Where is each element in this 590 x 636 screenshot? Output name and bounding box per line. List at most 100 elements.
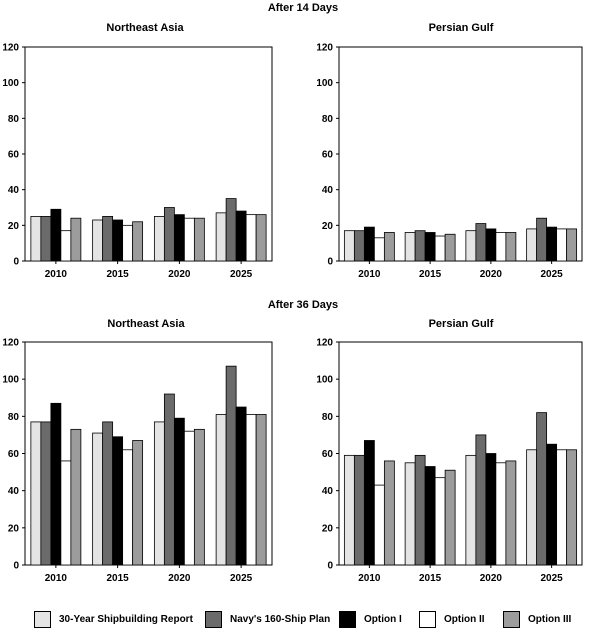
- bar-2020-s4: [183, 217, 195, 262]
- bar-2020-s2: [163, 207, 175, 262]
- bar-2010-s1: [30, 421, 42, 566]
- panel-title-2: Persian Gulf: [429, 22, 494, 34]
- legend-label-option-1: Option I: [364, 613, 402, 625]
- y-tick-label: 100: [2, 375, 19, 386]
- bar-2010-s3: [50, 208, 62, 262]
- legend-swatch-option-3: [503, 610, 520, 628]
- legend-item-option-1: Option I: [339, 610, 419, 628]
- y-tick-label: 60: [322, 150, 334, 161]
- bar-2015-s2: [102, 216, 114, 262]
- y-tick-label: 20: [8, 523, 20, 534]
- x-tick-label: 2010: [358, 573, 381, 584]
- bar-2025-s3: [235, 210, 247, 262]
- bar-2020-s2: [475, 223, 487, 262]
- legend-item-30-year: 30-Year Shipbuilding Report: [34, 610, 205, 628]
- legend-item-option-2: Option II: [419, 610, 503, 628]
- y-tick-label: 0: [327, 257, 333, 268]
- bar-2025-s1: [526, 228, 538, 262]
- x-tick-label: 2010: [45, 573, 68, 584]
- bar-2025-s3: [235, 406, 247, 566]
- bar-2020-s5: [505, 460, 517, 566]
- y-tick-label: 80: [322, 114, 334, 125]
- bar-2025-s2: [225, 365, 237, 566]
- x-tick-label: 2025: [541, 269, 564, 280]
- bar-2020-s1: [465, 454, 477, 566]
- y-tick-label: 0: [13, 257, 19, 268]
- x-tick-label: 2015: [419, 269, 442, 280]
- bar-2015-s3: [112, 436, 124, 566]
- bar-2020-s1: [153, 421, 165, 566]
- legend-label-option-3: Option III: [528, 613, 572, 625]
- y-tick-label: 40: [322, 486, 334, 497]
- y-tick-label: 80: [8, 412, 20, 423]
- x-tick-label: 2020: [480, 269, 503, 280]
- bar-2010-s3: [363, 226, 375, 262]
- bar-2020-s4: [495, 232, 507, 262]
- y-tick-label: 120: [316, 338, 333, 349]
- chart-panel-1: 0 20 40 60 80 100 120 2010 2015 2020 2025: [2, 43, 273, 280]
- bar-2025-s4: [245, 214, 257, 262]
- chart-panel-2: 0 20 40 60 80 100 120 2010 2015 2020 2025: [316, 43, 583, 280]
- y-tick-label: 120: [2, 338, 19, 349]
- bar-2020-s2: [475, 434, 487, 566]
- bar-2025-s2: [225, 198, 237, 262]
- panel-title-1: Northeast Asia: [106, 22, 184, 34]
- bar-2015-s3: [112, 219, 124, 262]
- chart-panel-4: 0 20 40 60 80 100 120 2010 2015 2020 2025: [316, 338, 583, 584]
- bar-2015-s4: [434, 235, 446, 262]
- bar-2025-s3: [546, 443, 558, 566]
- bar-2015-s3: [424, 232, 436, 262]
- legend-swatch-option-2: [419, 610, 436, 628]
- bar-2025-s2: [536, 217, 548, 262]
- bar-2020-s5: [505, 232, 517, 262]
- y-tick-label: 80: [8, 114, 20, 125]
- section-title-14-days: After 14 Days: [268, 2, 338, 14]
- bar-2025-s5: [566, 449, 578, 566]
- bar-2015-s1: [92, 219, 104, 262]
- legend-item-navy-plan: Navy's 160-Ship Plan: [205, 610, 339, 628]
- x-tick-label: 2015: [107, 573, 130, 584]
- y-tick-label: 100: [316, 78, 333, 89]
- bar-2020-s2: [163, 393, 175, 566]
- bar-2015-s5: [444, 469, 456, 566]
- bar-2010-s2: [353, 454, 365, 566]
- bar-2010-s4: [60, 230, 72, 262]
- chart-legend: 30-Year Shipbuilding Report Navy's 160-S…: [34, 608, 571, 630]
- panel-title-3: Northeast Asia: [107, 318, 185, 330]
- y-tick-label: 60: [8, 150, 20, 161]
- bar-2020-s3: [173, 214, 185, 262]
- y-tick-label: 20: [8, 221, 20, 232]
- bar-2025-s2: [536, 412, 548, 566]
- bar-2020-s5: [193, 217, 205, 262]
- y-tick-label: 60: [322, 449, 334, 460]
- bar-2025-s5: [255, 414, 267, 566]
- bar-2010-s5: [70, 428, 82, 566]
- legend-label-option-2: Option II: [444, 613, 485, 625]
- bar-2010-s2: [353, 230, 365, 262]
- legend-label-navy-plan: Navy's 160-Ship Plan: [230, 613, 331, 625]
- bar-2010-s1: [30, 216, 42, 262]
- bar-2010-s4: [373, 237, 385, 262]
- bar-2015-s5: [132, 440, 144, 566]
- y-tick-label: 40: [8, 486, 20, 497]
- bar-2015-s1: [404, 232, 416, 262]
- bar-2010-s1: [343, 454, 355, 566]
- y-tick-label: 80: [322, 412, 334, 423]
- x-tick-label: 2025: [230, 269, 253, 280]
- bar-2025-s4: [556, 449, 568, 566]
- bar-2010-s5: [383, 232, 395, 262]
- bar-2020-s3: [173, 417, 185, 566]
- bar-2010-s2: [40, 421, 52, 566]
- chart-panel-3: 0 20 40 60 80 100 120 2010 2015 2020 2025: [2, 338, 273, 584]
- panel-title-4: Persian Gulf: [429, 318, 494, 330]
- bar-2025-s4: [245, 414, 257, 566]
- bar-2010-s4: [373, 484, 385, 566]
- bar-2015-s1: [92, 432, 104, 566]
- y-tick-label: 40: [8, 185, 20, 196]
- y-tick-label: 100: [2, 78, 19, 89]
- bar-2010-s5: [383, 460, 395, 566]
- y-tick-label: 20: [322, 221, 334, 232]
- bar-2015-s2: [102, 421, 114, 566]
- bar-2015-s4: [122, 224, 134, 262]
- bar-2015-s1: [404, 462, 416, 566]
